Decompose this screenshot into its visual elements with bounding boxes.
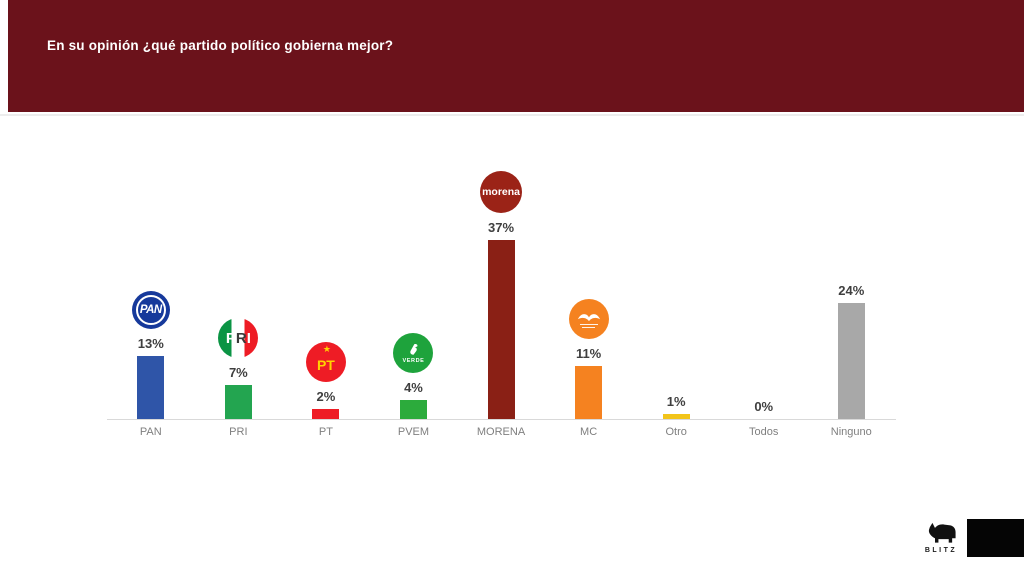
category-label-morena: MORENA: [476, 426, 526, 438]
bar-column-otro: 1%: [632, 159, 720, 419]
bars-row: PAN 13% P R I 7% ★ PT 2% VERDE 4% morena 37% 11% 1% 0% 2…: [107, 159, 895, 419]
bar-morena: [487, 240, 515, 419]
value-label-pt: 2%: [316, 389, 336, 404]
bar-pri: [224, 385, 252, 419]
bar-column-pt: ★ PT 2%: [282, 159, 370, 419]
category-label-otro: Otro: [665, 426, 687, 438]
bar-pvem: [399, 400, 427, 419]
category-label-pri: PRI: [229, 426, 248, 438]
bar-otro: [662, 414, 690, 419]
bar-column-ninguno: 24%: [808, 159, 896, 419]
value-label-ninguno: 24%: [838, 283, 865, 298]
bar-pt: [312, 409, 340, 419]
category-label-todos: Todos: [749, 426, 779, 438]
page-title: En su opinión ¿qué partido político gobi…: [47, 38, 394, 53]
bar-mc: [575, 366, 603, 419]
value-label-morena: 37%: [488, 220, 515, 235]
rhino-icon: [928, 522, 956, 543]
bar-column-mc: 11%: [545, 159, 633, 419]
party-logo-pvem-icon: VERDE: [393, 333, 434, 373]
value-label-mc: 11%: [575, 346, 602, 361]
value-label-pri: 7%: [228, 365, 248, 380]
bar-column-pvem: VERDE 4%: [370, 159, 458, 419]
blitz-logo: BLITZ: [916, 522, 966, 554]
category-label-ninguno: Ninguno: [830, 426, 872, 438]
bar-pan: [137, 356, 165, 419]
party-logo-pt-icon: ★ PT: [305, 342, 346, 382]
header-divider: [0, 114, 1024, 116]
category-label-mc: MC: [580, 426, 598, 438]
party-logo-mc-icon: [568, 299, 609, 339]
header-banner: En su opinión ¿qué partido político gobi…: [8, 0, 1024, 112]
party-logo-morena-icon: morena: [480, 171, 523, 213]
bar-column-pan: PAN 13%: [107, 159, 195, 419]
value-label-todos: 0%: [754, 399, 774, 414]
value-label-otro: 1%: [666, 394, 686, 409]
black-logo-box: [967, 519, 1024, 557]
value-label-pvem: 4%: [404, 380, 423, 395]
bar-ninguno: [837, 303, 865, 419]
category-label-pt: PT: [318, 426, 333, 438]
category-label-pvem: PVEM: [397, 426, 430, 438]
x-axis-line: [107, 419, 896, 420]
category-label-pan: PAN: [139, 426, 162, 438]
bar-column-pri: P R I 7%: [195, 159, 283, 419]
party-logo-pan-icon: PAN: [135, 295, 166, 325]
category-labels-row: PAN PRI PT PVEM MORENA MC Otro Todos Ninguno: [107, 426, 895, 438]
brand-name: BLITZ: [924, 547, 958, 554]
bar-column-morena: morena 37%: [457, 159, 545, 419]
value-label-pan: 13%: [137, 336, 164, 351]
bar-column-todos: 0%: [720, 159, 808, 419]
